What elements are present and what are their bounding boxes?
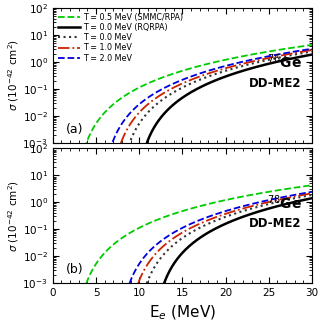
Text: $^{78}$Ge: $^{78}$Ge <box>267 193 302 212</box>
X-axis label: E$_e$ (MeV): E$_e$ (MeV) <box>149 304 216 320</box>
Text: DD-ME2: DD-ME2 <box>249 217 302 230</box>
Text: $^{76}$Ge: $^{76}$Ge <box>267 53 302 71</box>
Text: (b): (b) <box>66 263 84 276</box>
Y-axis label: $\sigma$ (10$^{-42}$ cm$^2$): $\sigma$ (10$^{-42}$ cm$^2$) <box>6 39 21 111</box>
Text: DD-ME2: DD-ME2 <box>249 77 302 90</box>
Legend: T = 0.5 MeV (SMMC/RPA), T = 0.0 MeV (RQRPA), T = 0.0 MeV, T = 1.0 MeV, T = 2.0 M: T = 0.5 MeV (SMMC/RPA), T = 0.0 MeV (RQR… <box>55 11 186 65</box>
Y-axis label: $\sigma$ (10$^{-42}$ cm$^2$): $\sigma$ (10$^{-42}$ cm$^2$) <box>6 180 21 252</box>
Text: (a): (a) <box>66 123 83 136</box>
